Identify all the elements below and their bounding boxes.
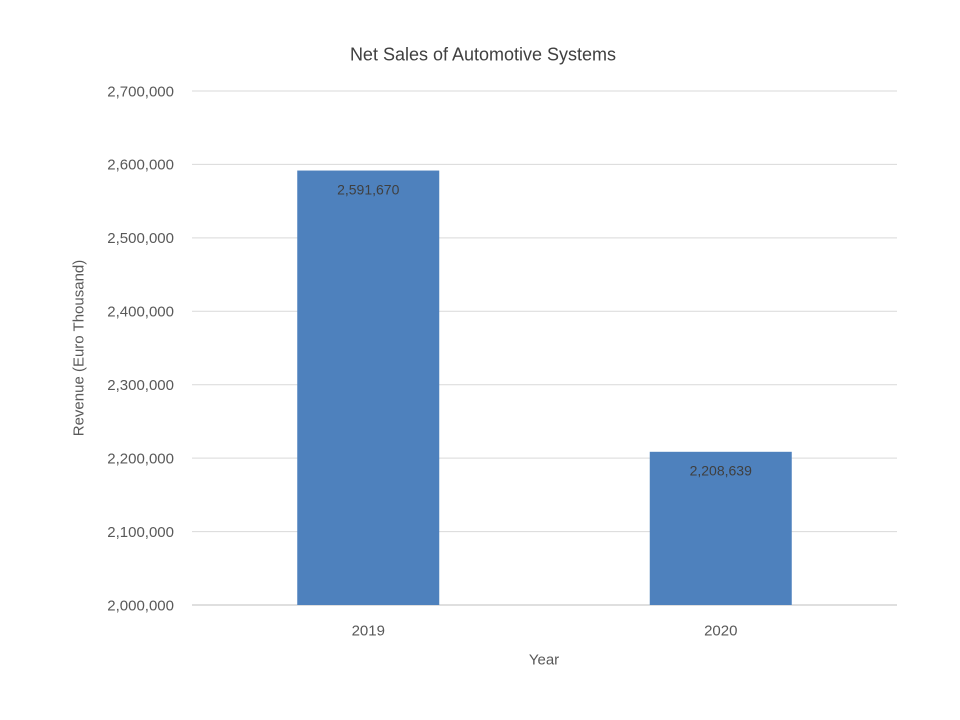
y-tick-label: 2,300,000 (107, 377, 174, 394)
y-tick-label: 2,000,000 (107, 597, 174, 614)
y-tick-label: 2,500,000 (107, 230, 174, 247)
x-tick-label: 2020 (704, 622, 737, 639)
y-tick-label: 2,600,000 (107, 157, 174, 174)
x-axis-title: Year (529, 651, 559, 668)
bar-data-label: 2,208,639 (690, 463, 752, 479)
y-tick-label: 2,200,000 (107, 450, 174, 467)
y-tick-label: 2,100,000 (107, 524, 174, 541)
x-axis-tick-labels: 2019 2020 (352, 622, 738, 639)
y-tick-label: 2,400,000 (107, 304, 174, 321)
y-tick-label: 2,700,000 (107, 83, 174, 100)
chart-title: Net Sales of Automotive Systems (350, 44, 616, 64)
bars (297, 170, 792, 605)
y-axis-title: Revenue (Euro Thousand) (70, 260, 87, 437)
bar-data-label: 2,591,670 (337, 181, 399, 197)
x-tick-label: 2019 (352, 622, 385, 639)
bar (297, 170, 440, 605)
bar (649, 451, 792, 605)
bar-data-labels: 2,591,670 2,208,639 (337, 181, 752, 478)
y-axis-tick-labels: 2,000,000 2,100,000 2,200,000 2,300,000 2,40… (107, 83, 174, 614)
